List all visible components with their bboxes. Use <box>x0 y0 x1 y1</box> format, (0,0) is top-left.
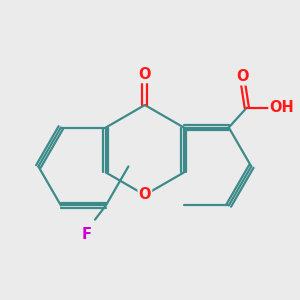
Text: F: F <box>82 227 92 242</box>
Text: O: O <box>237 69 249 84</box>
Text: O: O <box>139 188 151 202</box>
Text: O: O <box>139 67 151 82</box>
Text: OH: OH <box>269 100 294 115</box>
